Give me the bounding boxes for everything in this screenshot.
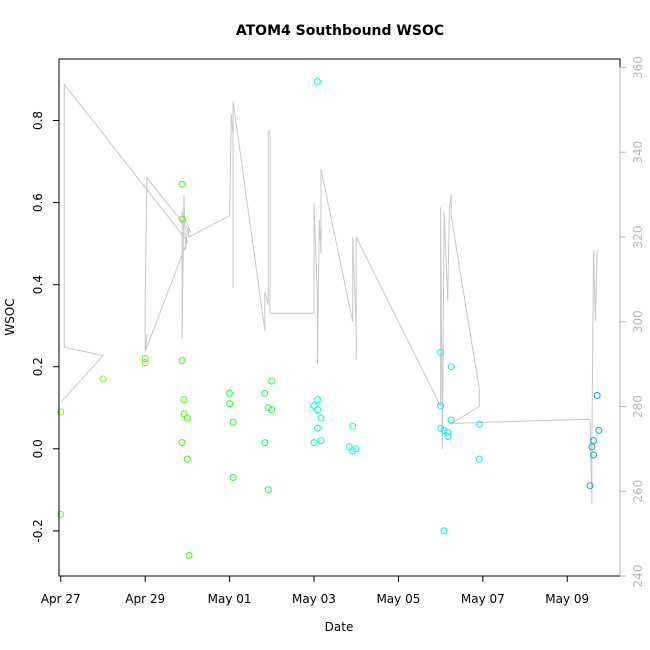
- data-point: [586, 482, 594, 490]
- data-point: [141, 359, 149, 367]
- data-point: [229, 418, 237, 426]
- data-point: [593, 392, 601, 399]
- data-point: [475, 420, 483, 428]
- data-point: [183, 455, 191, 463]
- data-point: [141, 355, 149, 362]
- chart-title: ATOM4 Southbound WSOC: [236, 23, 444, 39]
- x-tick-label: Apr 29: [125, 592, 165, 606]
- y-right-tick-label: 360: [631, 56, 645, 79]
- data-point: [475, 455, 483, 463]
- data-point: [444, 428, 452, 436]
- data-point: [268, 377, 276, 385]
- data-point: [349, 447, 357, 455]
- data-point: [444, 433, 452, 440]
- data-point: [178, 439, 186, 447]
- data-point: [261, 439, 269, 447]
- y-tick-label: 0.8: [31, 111, 45, 130]
- data-point: [447, 363, 455, 371]
- data-point: [178, 357, 186, 365]
- y-tick-label: 0.6: [31, 193, 45, 212]
- data-point: [185, 552, 193, 559]
- data-point: [437, 424, 445, 432]
- data-point: [314, 406, 321, 414]
- plot-frame: [58, 58, 621, 577]
- x-tick-label: May 09: [545, 592, 589, 606]
- data-point: [180, 410, 188, 418]
- data-point: [264, 404, 272, 412]
- data-point: [440, 527, 448, 535]
- y-right-tick-label: 320: [631, 226, 645, 249]
- data-point: [314, 78, 321, 86]
- y-right-tick-label: 340: [631, 141, 645, 164]
- x-tick-label: May 01: [208, 592, 252, 606]
- y-axis-title: WSOC: [3, 298, 17, 335]
- y-axis-right: 240 260 280 300 320 340 360: [619, 56, 645, 588]
- x-tick-label: May 05: [376, 592, 420, 606]
- y-right-tick-label: 260: [631, 480, 645, 503]
- y-right-tick-label: 240: [631, 565, 645, 588]
- y-axis-left: -0.2 0.0 0.2 0.4 0.6 0.8: [31, 111, 60, 543]
- data-point: [178, 180, 186, 188]
- y-right-tick-label: 280: [631, 395, 645, 418]
- data-point: [314, 424, 321, 432]
- data-point: [226, 389, 234, 397]
- data-point: [352, 445, 360, 453]
- data-point: [437, 402, 445, 410]
- x-tick-label: May 03: [292, 592, 336, 606]
- data-point: [310, 402, 318, 410]
- data-point: [229, 474, 237, 481]
- x-axis-title: Date: [325, 620, 354, 634]
- data-point: [595, 426, 603, 434]
- y-tick-label: -0.2: [31, 519, 45, 542]
- right-axis-line-series: [60, 82, 598, 505]
- data-point: [590, 451, 598, 459]
- y-tick-label: 0.4: [31, 275, 45, 294]
- wsoc-points: [57, 78, 603, 559]
- line-series-path: [60, 82, 598, 505]
- data-point: [437, 348, 445, 356]
- data-point: [317, 437, 325, 445]
- data-point: [226, 400, 234, 408]
- data-point: [440, 426, 448, 434]
- data-point: [261, 389, 269, 397]
- data-point: [183, 414, 191, 422]
- y-right-tick-label: 300: [631, 310, 645, 333]
- y-tick-label: 0.0: [31, 439, 45, 458]
- x-tick-label: Apr 27: [41, 592, 81, 606]
- data-point: [264, 486, 272, 494]
- data-point: [178, 215, 186, 223]
- data-point: [447, 416, 455, 424]
- data-point: [349, 422, 357, 430]
- x-tick-label: May 07: [461, 592, 505, 606]
- data-point: [57, 408, 65, 416]
- data-point: [57, 511, 65, 518]
- data-point: [99, 375, 107, 383]
- data-point: [590, 437, 598, 445]
- y-tick-label: 0.2: [31, 357, 45, 376]
- data-point: [180, 396, 188, 404]
- data-point: [317, 414, 325, 422]
- data-point: [268, 406, 276, 414]
- data-point: [310, 439, 318, 447]
- x-axis: Apr 27 Apr 29 May 01 May 03 May 05 May 07 May …: [41, 575, 589, 606]
- data-point: [588, 443, 596, 451]
- data-point: [314, 396, 321, 404]
- data-point: [345, 443, 353, 451]
